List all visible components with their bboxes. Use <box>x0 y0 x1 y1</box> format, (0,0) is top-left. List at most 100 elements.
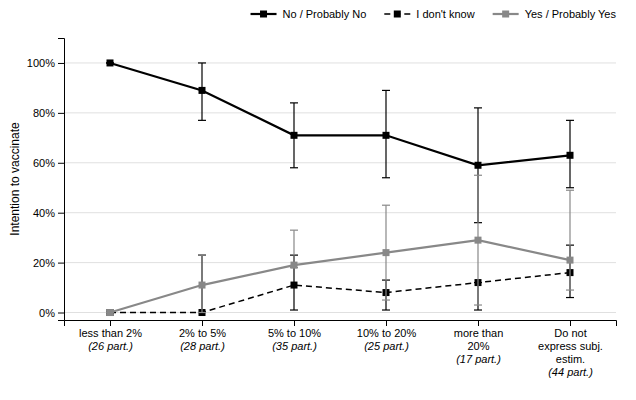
x-tick-mark <box>202 320 203 326</box>
grid-line <box>64 312 616 313</box>
x-tick: less than 2%(26 part.) <box>79 320 142 352</box>
error-bar <box>382 90 390 177</box>
y-tick: 40% <box>33 207 64 219</box>
y-tick-mark <box>58 263 64 264</box>
marker <box>383 249 390 256</box>
error-bar <box>382 205 390 300</box>
legend-swatch-marker <box>502 11 509 18</box>
error-bar <box>198 255 206 312</box>
y-tick-label: 40% <box>33 207 55 219</box>
error-bar-cap <box>198 255 206 256</box>
error-bar-cap <box>382 90 390 91</box>
x-tick: Do notexpress subj.estim.(44 part.) <box>538 320 603 378</box>
marker <box>291 132 298 139</box>
x-tick-label: (26 part.) <box>88 340 133 352</box>
marker <box>107 309 114 316</box>
x-tick-mark <box>570 320 571 326</box>
x-tick: 10% to 20%(25 part.) <box>357 320 417 352</box>
marker <box>383 132 390 139</box>
legend-item: I don't know <box>384 8 474 20</box>
x-tick-label: (25 part.) <box>364 340 409 352</box>
x-tick-label: less than 2% <box>79 327 142 339</box>
x-tick-label: 10% to 20% <box>357 327 417 339</box>
y-axis-line <box>58 39 65 321</box>
chart-svg: 0% 20% 40% 60% 80% 100% less than 2%(26 part.)… <box>0 0 636 400</box>
error-bar <box>198 255 206 312</box>
y-axis-title: Intention to vaccinate <box>8 122 22 236</box>
y-tick-label: 100% <box>27 57 55 69</box>
grid-line <box>64 212 616 213</box>
error-bar-cap <box>474 107 482 108</box>
error-bar-cap <box>474 175 482 176</box>
error-bar-cap <box>474 304 482 305</box>
error-bar-cap <box>382 299 390 300</box>
x-tick-label: 20% <box>467 340 489 352</box>
marker <box>199 87 206 94</box>
error-bar-cap <box>290 309 298 310</box>
y-tick-mark <box>58 113 64 114</box>
y-tick: 20% <box>33 257 64 269</box>
error-bar <box>290 255 298 310</box>
y-tick-label: 60% <box>33 157 55 169</box>
error-bar-cap <box>198 62 206 63</box>
marker <box>199 282 206 289</box>
series-line <box>110 240 570 312</box>
y-tick-label: 20% <box>33 257 55 269</box>
legend: No / Probably No I don't know Yes / Probab… <box>251 8 617 20</box>
x-axis-line <box>65 321 617 327</box>
error-bar-cap <box>382 309 390 310</box>
legend-swatch-marker <box>260 11 267 18</box>
error-bar-cap <box>566 297 574 298</box>
x-tick-label: Do not <box>554 327 586 339</box>
legend-label: Yes / Probably Yes <box>525 8 617 20</box>
error-bar-cap <box>198 312 206 313</box>
error-bar-cap <box>198 120 206 121</box>
marker <box>107 309 114 316</box>
error-bar-cap <box>382 177 390 178</box>
x-tick-label: (28 part.) <box>180 340 225 352</box>
x-tick-mark <box>294 320 295 326</box>
x-tick-label: (44 part.) <box>548 366 593 378</box>
x-tick-label: (17 part.) <box>456 353 501 365</box>
y-axis: 0% 20% 40% 60% 80% 100% <box>27 39 65 321</box>
x-tick-mark <box>386 320 387 326</box>
error-bar <box>290 103 298 168</box>
error-bar-cap <box>566 120 574 121</box>
error-bar <box>474 175 482 305</box>
error-bar <box>198 63 206 120</box>
x-tick-mark <box>110 320 111 326</box>
series <box>106 59 574 222</box>
error-bar-cap <box>382 205 390 206</box>
y-tick: 60% <box>33 157 64 169</box>
legend-label: No / Probably No <box>283 8 367 20</box>
y-tick-mark <box>58 213 64 214</box>
x-tick-label: 5% to 10% <box>268 327 321 339</box>
y-tick-mark <box>58 313 64 314</box>
series <box>106 245 574 316</box>
error-bar-cap <box>290 230 298 231</box>
marker <box>475 237 482 244</box>
x-tick-label: express subj. <box>538 340 603 352</box>
marker <box>567 152 574 159</box>
error-bar-cap <box>290 167 298 168</box>
series-line <box>110 63 570 165</box>
y-tick-mark <box>58 163 64 164</box>
error-bar-cap <box>198 312 206 313</box>
marker <box>291 262 298 269</box>
x-tick-label: (35 part.) <box>272 340 317 352</box>
error-bar-cap <box>474 309 482 310</box>
grid-line <box>64 162 616 163</box>
marker <box>291 282 298 289</box>
y-tick: 0% <box>39 307 64 319</box>
error-bar-cap <box>198 255 206 256</box>
legend-label: I don't know <box>416 8 474 20</box>
x-tick-label: estim. <box>556 353 585 365</box>
y-tick-mark <box>58 63 64 64</box>
error-bar <box>566 120 574 187</box>
grid <box>64 63 616 313</box>
x-tick-label: more than <box>454 327 504 339</box>
series <box>106 175 574 316</box>
error-bar <box>566 190 574 290</box>
y-tick: 80% <box>33 107 64 119</box>
x-tick: 5% to 10%(35 part.) <box>268 320 321 352</box>
